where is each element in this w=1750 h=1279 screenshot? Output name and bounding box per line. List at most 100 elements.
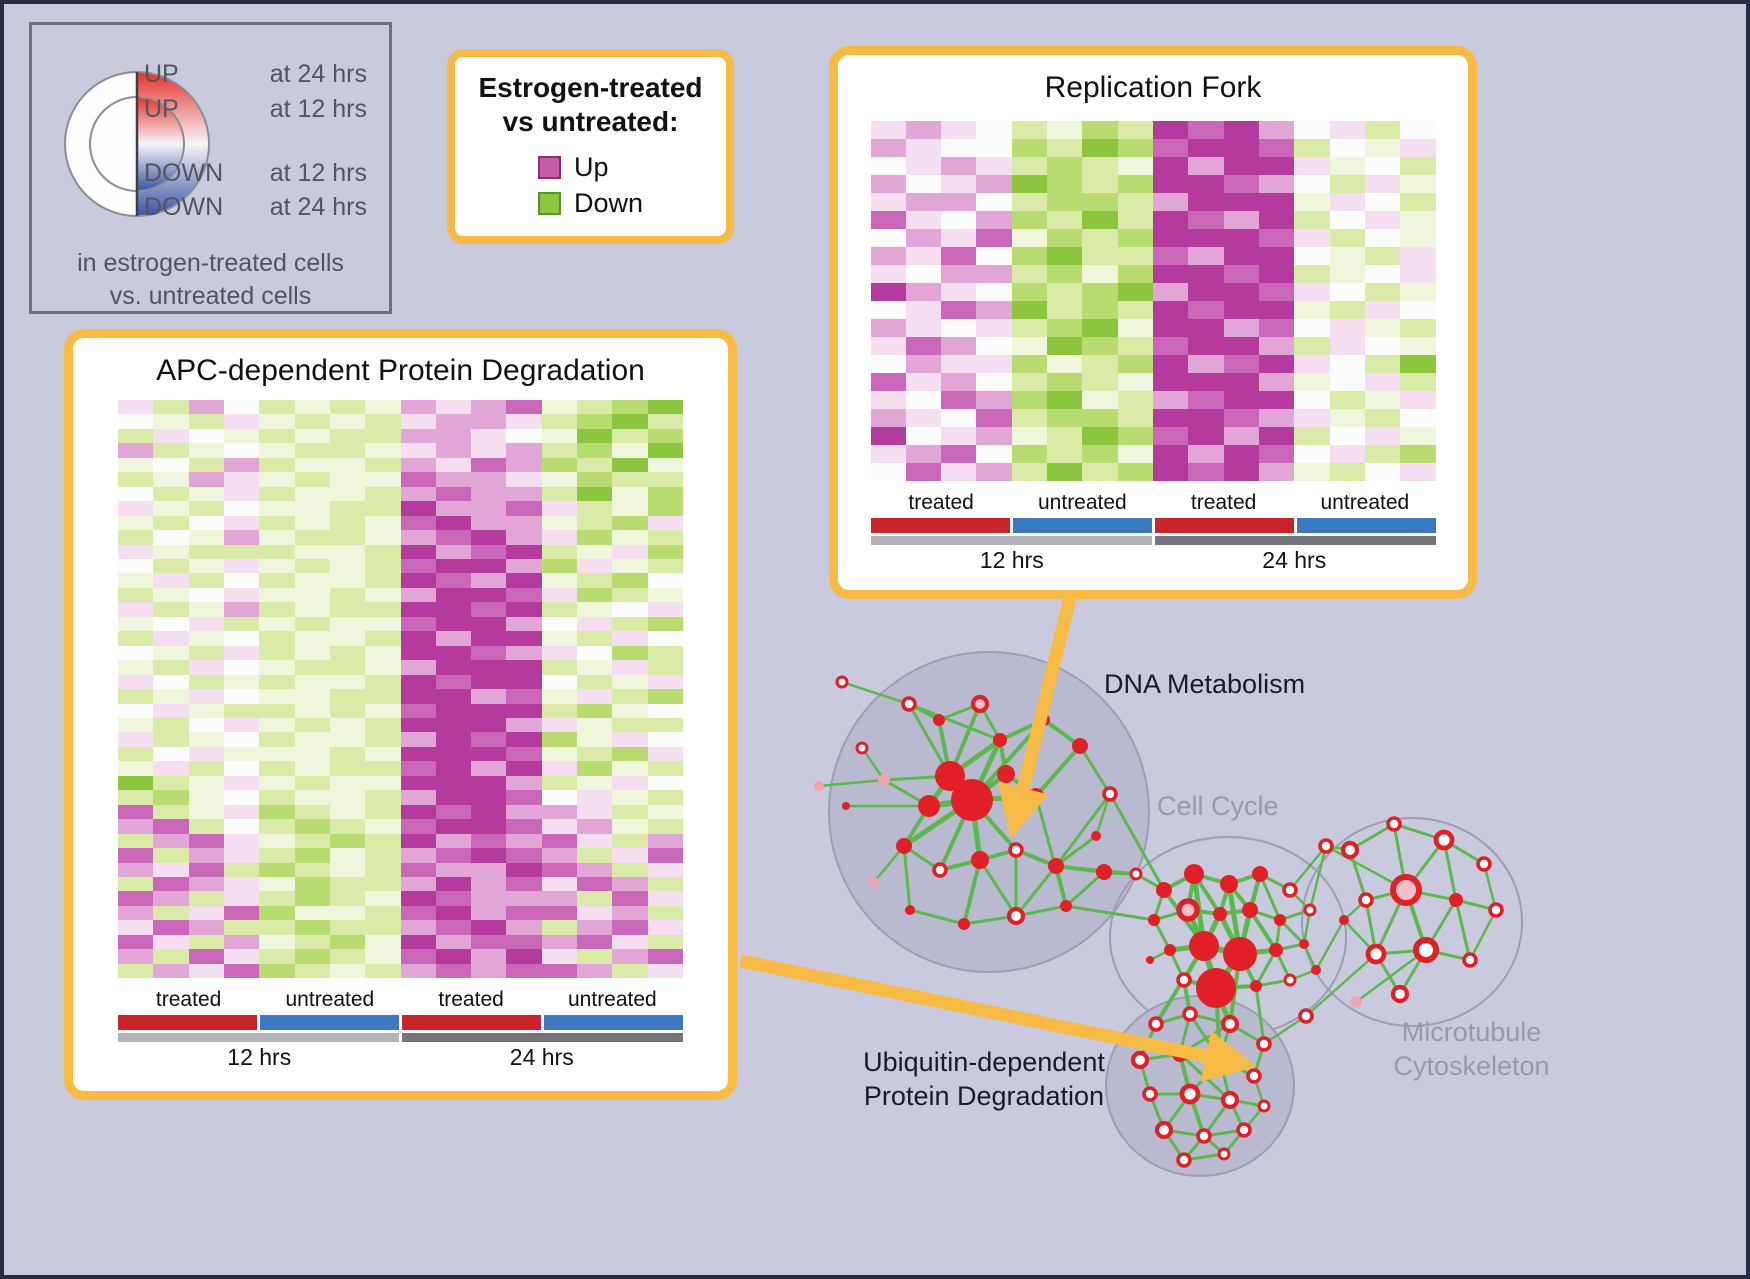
heatmap-cell <box>153 833 189 849</box>
heatmap-cell <box>1011 229 1048 247</box>
heatmap-cell <box>612 862 648 877</box>
heatmap-cell <box>435 689 472 704</box>
heatmap-row <box>870 391 1436 409</box>
heatmap-row <box>118 934 683 950</box>
heatmap-cell <box>1153 193 1189 211</box>
heatmap-cell <box>506 544 542 559</box>
heatmap-cell <box>471 819 507 834</box>
heatmap-cell <box>612 689 648 704</box>
heatmap-cell <box>1047 463 1083 481</box>
heatmap-cell <box>870 355 906 373</box>
heatmap-cell <box>506 674 542 690</box>
heatmap-cell <box>905 211 942 229</box>
heatmap-cell <box>294 876 330 892</box>
heatmap-cell <box>259 400 295 415</box>
heatmap-row <box>118 963 683 979</box>
group-label: treated <box>1190 491 1257 514</box>
heatmap-cell <box>577 486 613 502</box>
heatmap-cell <box>294 457 330 473</box>
heatmap-cell <box>941 283 977 301</box>
network-node <box>932 862 948 878</box>
timebar-24hrs <box>1154 536 1436 545</box>
heatmap-cell <box>941 265 977 283</box>
heatmap-cell <box>153 616 189 632</box>
heatmap-cell <box>541 472 578 487</box>
network-link <box>1289 845 1327 891</box>
heatmap-cell <box>506 862 542 877</box>
heatmap-cell <box>541 616 578 632</box>
heatmap-cell <box>435 833 472 849</box>
heatmap-cell <box>223 472 260 487</box>
heatmap-cell <box>294 443 330 458</box>
heatmap-cell <box>118 746 154 762</box>
heatmap-cell <box>506 905 542 921</box>
heatmap-cell <box>612 515 648 531</box>
heatmap-cell <box>118 934 154 950</box>
heatmap-cell <box>223 414 260 429</box>
heatmap-cell <box>294 689 330 704</box>
heatmap-cell <box>153 486 189 502</box>
heatmap-cell <box>577 732 613 747</box>
heatmap-cell <box>188 602 224 617</box>
heatmap-cell <box>259 486 295 502</box>
heatmap-cell <box>1082 463 1118 481</box>
heatmap-cell <box>259 631 295 646</box>
heatmap-cell <box>976 229 1012 247</box>
heatmap-cell <box>1223 301 1259 319</box>
heatmap-cell <box>1188 445 1224 463</box>
heatmap-cell <box>1258 283 1295 301</box>
network-node <box>1148 914 1160 926</box>
heatmap-cell <box>541 530 578 545</box>
heatmap-cell <box>294 703 330 718</box>
network-node <box>1006 906 1026 926</box>
heatmap-cell <box>870 265 906 283</box>
heatmap-cell <box>612 428 648 444</box>
network-node <box>1213 907 1227 921</box>
heatmap-cell <box>1294 193 1330 211</box>
heatmap-cell <box>329 587 366 603</box>
heatmap-cell <box>1329 175 1365 193</box>
heatmap-cell <box>976 121 1012 139</box>
heatmap-cell <box>365 833 401 849</box>
heatmap-cell <box>1400 391 1436 409</box>
network-node <box>1350 996 1362 1008</box>
heatmap-cell <box>153 443 189 458</box>
heatmap-cell <box>870 337 906 355</box>
estrogen-key-box: Estrogen-treated vs untreated: Up Down <box>447 49 734 244</box>
heatmap-cell <box>612 775 648 791</box>
heatmap-cell <box>905 355 942 373</box>
heatmap-cell <box>294 645 330 661</box>
heatmap-cell <box>1294 427 1330 445</box>
heatmap-cell <box>223 833 260 849</box>
heatmap-cell <box>188 804 224 820</box>
group-label: untreated <box>1038 491 1127 514</box>
heatmap-cell <box>976 283 1012 301</box>
heatmap-cell <box>647 414 683 429</box>
heatmap-cell <box>471 558 507 574</box>
ubiquitin-degradation-label: Ubiquitin-dependent Protein Degradation <box>863 1047 1105 1111</box>
heatmap-cell <box>506 876 542 892</box>
network-edge <box>962 859 982 925</box>
heatmap-cell <box>1082 391 1118 409</box>
heatmap-cell <box>471 587 507 603</box>
heatmap-cell <box>577 660 613 675</box>
heatmap-cell <box>577 645 613 661</box>
heatmap-row <box>118 414 683 429</box>
heatmap-cell <box>223 501 260 516</box>
heatmap-cell <box>365 544 401 559</box>
heatmap-row <box>118 819 683 834</box>
heatmap-cell <box>1223 463 1259 481</box>
heatmap-cell <box>118 457 154 473</box>
legend-caption: in estrogen-treated cells vs. untreated … <box>77 249 344 310</box>
heatmap-cell <box>153 515 189 531</box>
heatmap-cell <box>647 674 683 690</box>
direction-label: UP <box>144 60 179 88</box>
heatmap-cell <box>1188 355 1224 373</box>
heatmap-cell <box>1011 463 1048 481</box>
heatmap-cell <box>153 934 189 950</box>
heatmap-cell <box>612 443 648 458</box>
heatmap-cell <box>223 703 260 718</box>
network-node <box>896 838 912 854</box>
heatmap-cell <box>1223 211 1259 229</box>
heatmap-cell <box>259 790 295 805</box>
